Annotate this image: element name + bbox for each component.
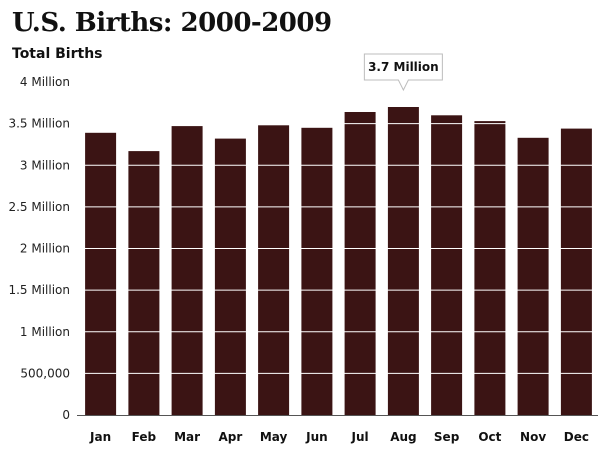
x-axis-ticks: Jan Feb Mar Apr May Jun Jul Aug Sep Oct Nov Dec: [89, 430, 589, 444]
callout-label: 3.7 Million: [368, 60, 439, 74]
y-tick-label: 3.5 Million: [8, 117, 70, 131]
y-axis-ticks: 0 500,000 1 Million 1.5 Million 2 Million 2.5…: [8, 75, 70, 422]
bar-mar: [171, 126, 203, 415]
callout-box: [363, 53, 443, 92]
y-tick-label: 1 Million: [20, 325, 70, 339]
x-tick-label: Apr: [219, 430, 243, 444]
x-tick-label: Oct: [478, 430, 501, 444]
callout: 3.7 Million: [363, 53, 443, 92]
x-tick-label: Sep: [434, 430, 460, 444]
gridlines: [79, 81, 598, 374]
bar-aug: [387, 107, 419, 415]
bar-jun: [301, 127, 333, 416]
x-tick-label: May: [260, 430, 288, 444]
x-tick-label: Nov: [520, 430, 546, 444]
y-tick-label: 2.5 Million: [8, 200, 70, 214]
x-tick-label: Jun: [305, 430, 328, 444]
y-tick-label: 0: [62, 408, 70, 422]
bar-nov: [517, 137, 549, 416]
y-tick-label: 2 Million: [20, 242, 70, 256]
x-tick-label: Mar: [174, 430, 200, 444]
bar-feb: [128, 151, 160, 415]
y-axis-label: Total Births: [12, 46, 103, 62]
bar-sep: [431, 115, 463, 416]
y-tick-label: 4 Million: [20, 75, 70, 89]
y-tick-label: 1.5 Million: [8, 283, 70, 297]
bar-oct: [474, 121, 506, 415]
bar-jul: [344, 112, 376, 415]
x-tick-label: Feb: [132, 430, 157, 444]
x-tick-label: Dec: [564, 430, 589, 444]
y-tick-label: 500,000: [20, 366, 70, 380]
bar-jan: [85, 132, 117, 416]
y-tick-label: 3 Million: [20, 158, 70, 172]
x-tick-label: Aug: [390, 430, 416, 444]
bars: [85, 107, 592, 416]
bar-may: [258, 125, 290, 416]
x-tick-label: Jul: [351, 430, 369, 444]
x-tick-label: Jan: [89, 430, 111, 444]
bar-apr: [214, 138, 246, 415]
chart-title: U.S. Births: 2000-2009: [12, 8, 332, 38]
bar-dec: [560, 128, 592, 415]
